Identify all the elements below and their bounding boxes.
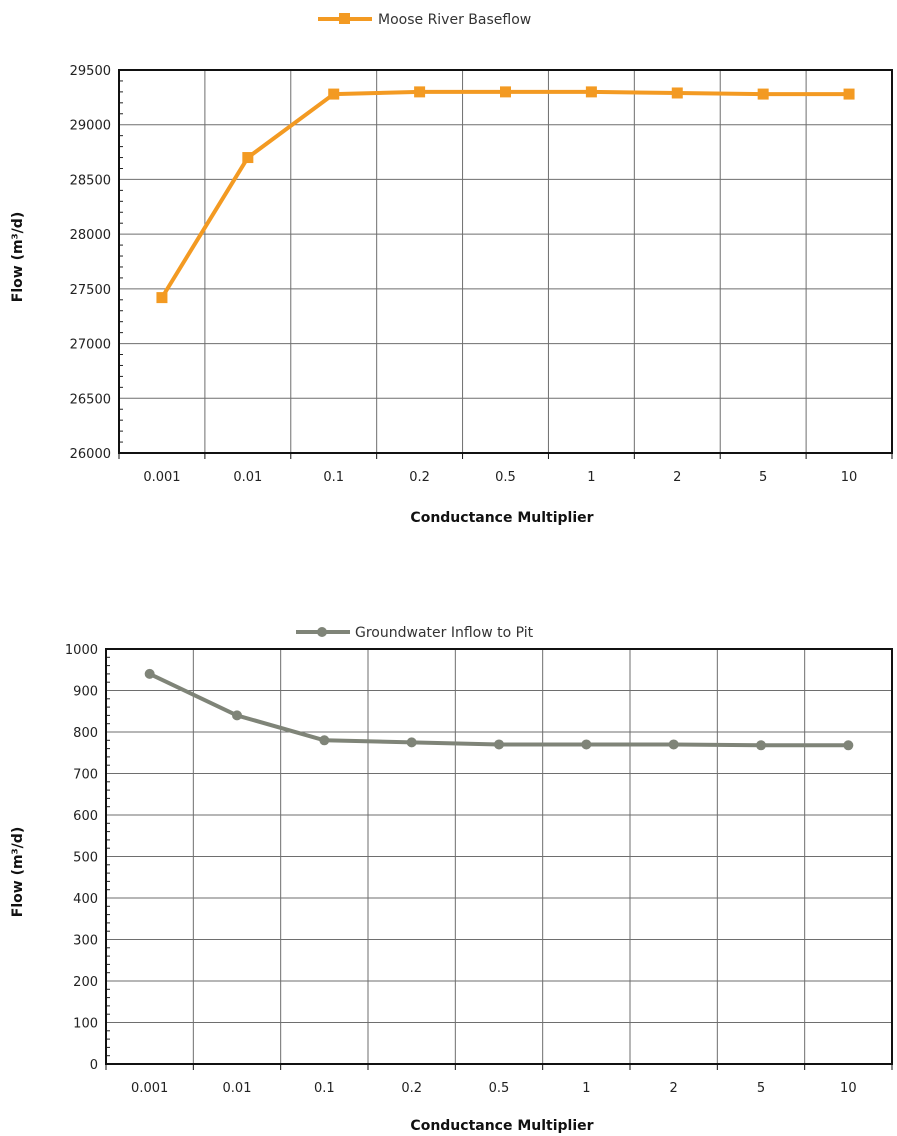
y-tick-label: 700 bbox=[73, 768, 98, 783]
inflow-chart: Groundwater Inflow to Pit 0 100 200 300 400 5… bbox=[0, 600, 897, 1136]
baseflow-legend-marker bbox=[339, 13, 350, 24]
x-tick-label: 0.1 bbox=[323, 470, 344, 485]
inflow-series bbox=[144, 668, 854, 751]
data-point bbox=[242, 152, 254, 164]
y-tick-label: 500 bbox=[73, 851, 98, 866]
baseflow-x-axis-label: Conductance Multiplier bbox=[410, 510, 593, 526]
x-tick-label: 2 bbox=[670, 1081, 678, 1096]
data-point bbox=[319, 735, 330, 746]
y-tick-label: 29500 bbox=[70, 64, 111, 79]
plot-frame bbox=[105, 648, 893, 1065]
x-tick-label: 1 bbox=[582, 1081, 590, 1096]
y-tick-label: 900 bbox=[73, 685, 98, 700]
data-point bbox=[406, 737, 417, 748]
inflow-legend-label: Groundwater Inflow to Pit bbox=[355, 625, 534, 641]
series-line bbox=[160, 89, 850, 299]
y-tick-label: 26000 bbox=[70, 447, 111, 462]
baseflow-x-ticks: 0.001 0.01 0.1 0.2 0.5 1 2 5 10 bbox=[143, 470, 857, 485]
data-point bbox=[414, 86, 426, 98]
x-tick-label: 0.01 bbox=[223, 1081, 252, 1096]
data-point bbox=[156, 292, 168, 304]
data-point bbox=[585, 86, 597, 98]
x-tick-label: 0.5 bbox=[495, 470, 516, 485]
x-tick-label: 0.5 bbox=[489, 1081, 510, 1096]
data-point bbox=[581, 739, 592, 750]
y-tick-label: 800 bbox=[73, 726, 98, 741]
baseflow-grid bbox=[118, 69, 893, 459]
inflow-y-ticks: 0 100 200 300 400 500 600 700 800 900 1000 bbox=[65, 643, 98, 1073]
y-tick-label: 100 bbox=[73, 1017, 98, 1032]
x-tick-label: 10 bbox=[840, 1081, 857, 1096]
data-point bbox=[843, 740, 854, 751]
plot-frame bbox=[118, 69, 893, 454]
x-tick-label: 0.001 bbox=[143, 470, 180, 485]
x-tick-label: 5 bbox=[759, 470, 767, 485]
y-tick-label: 0 bbox=[90, 1058, 98, 1073]
data-point bbox=[494, 739, 504, 750]
y-tick-label: 600 bbox=[73, 809, 98, 824]
x-tick-label: 0.01 bbox=[233, 470, 262, 485]
y-tick-label: 300 bbox=[73, 934, 98, 949]
inflow-x-axis-label: Conductance Multiplier bbox=[410, 1118, 593, 1134]
y-tick-label: 29000 bbox=[70, 119, 111, 134]
x-tick-label: 10 bbox=[841, 470, 858, 485]
data-point bbox=[144, 668, 155, 679]
x-tick-label: 2 bbox=[673, 470, 681, 485]
y-tick-label: 27000 bbox=[70, 338, 111, 353]
baseflow-chart: Moose River Baseflow 26000 26500 27000 2750… bbox=[0, 0, 897, 540]
x-tick-label: 0.2 bbox=[401, 1081, 422, 1096]
data-point bbox=[843, 88, 855, 100]
data-point bbox=[757, 88, 769, 100]
inflow-x-ticks: 0.001 0.01 0.1 0.2 0.5 1 2 5 10 bbox=[131, 1081, 857, 1096]
data-point bbox=[500, 86, 511, 98]
baseflow-legend-label: Moose River Baseflow bbox=[378, 12, 531, 28]
y-tick-label: 200 bbox=[73, 975, 98, 990]
x-tick-label: 0.2 bbox=[409, 470, 430, 485]
baseflow-y-ticks: 26000 26500 27000 27500 28000 28500 29000 29500 bbox=[70, 64, 111, 462]
y-tick-label: 1000 bbox=[65, 643, 98, 658]
y-tick-label: 27500 bbox=[70, 283, 111, 298]
x-tick-label: 5 bbox=[757, 1081, 765, 1096]
y-tick-label: 26500 bbox=[70, 392, 111, 407]
data-point bbox=[671, 87, 683, 99]
x-tick-label: 1 bbox=[587, 470, 595, 485]
y-tick-label: 400 bbox=[73, 892, 98, 907]
inflow-legend: Groundwater Inflow to Pit bbox=[296, 625, 534, 641]
data-point bbox=[668, 739, 679, 750]
data-point bbox=[756, 740, 766, 751]
series-line bbox=[148, 672, 849, 748]
inflow-grid bbox=[105, 648, 893, 1070]
inflow-y-axis-label: Flow (m³/d) bbox=[10, 827, 26, 917]
data-point bbox=[232, 710, 242, 721]
inflow-legend-marker bbox=[317, 627, 327, 637]
y-tick-label: 28500 bbox=[70, 173, 111, 188]
baseflow-chart-svg: Moose River Baseflow 26000 26500 27000 2750… bbox=[10, 12, 893, 526]
baseflow-series bbox=[156, 86, 855, 304]
x-tick-label: 0.1 bbox=[314, 1081, 335, 1096]
baseflow-y-axis-label: Flow (m³/d) bbox=[10, 212, 26, 302]
y-tick-label: 28000 bbox=[70, 228, 111, 243]
baseflow-legend: Moose River Baseflow bbox=[318, 12, 531, 28]
inflow-chart-svg: Groundwater Inflow to Pit 0 100 200 300 400 5… bbox=[10, 625, 893, 1134]
data-point bbox=[328, 88, 340, 100]
x-tick-label: 0.001 bbox=[131, 1081, 168, 1096]
